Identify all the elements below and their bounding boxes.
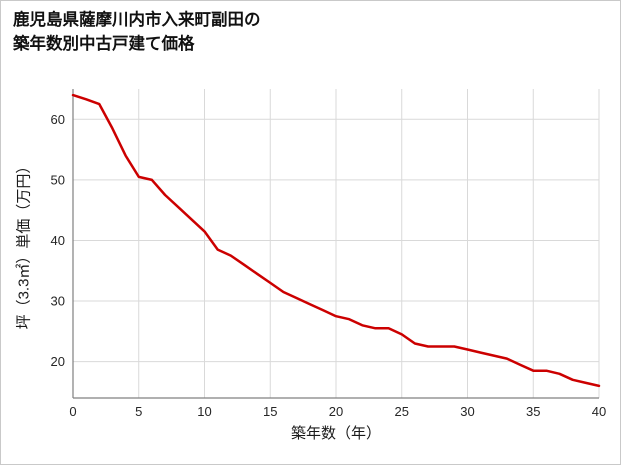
svg-text:40: 40 [592,404,606,419]
svg-text:30: 30 [460,404,474,419]
svg-text:0: 0 [69,404,76,419]
svg-text:60: 60 [51,112,65,127]
svg-text:25: 25 [395,404,409,419]
x-axis-label: 築年数（年） [290,425,381,442]
chart-title-line1: 鹿児島県薩摩川内市入来町副田の [13,11,261,29]
svg-text:50: 50 [51,172,65,187]
svg-text:20: 20 [51,354,65,369]
svg-text:40: 40 [51,233,65,248]
svg-text:10: 10 [197,404,211,419]
svg-text:30: 30 [51,294,65,309]
chart-title: 鹿児島県薩摩川内市入来町副田の 築年数別中古戸建て価格 [13,9,261,57]
svg-text:35: 35 [526,404,540,419]
y-axis-label: 坪（3.3㎡）単価（万円） [15,158,33,330]
svg-text:15: 15 [263,404,277,419]
chart-title-line2: 築年数別中古戸建て価格 [13,34,195,53]
svg-text:20: 20 [329,404,343,419]
svg-text:5: 5 [135,404,142,419]
